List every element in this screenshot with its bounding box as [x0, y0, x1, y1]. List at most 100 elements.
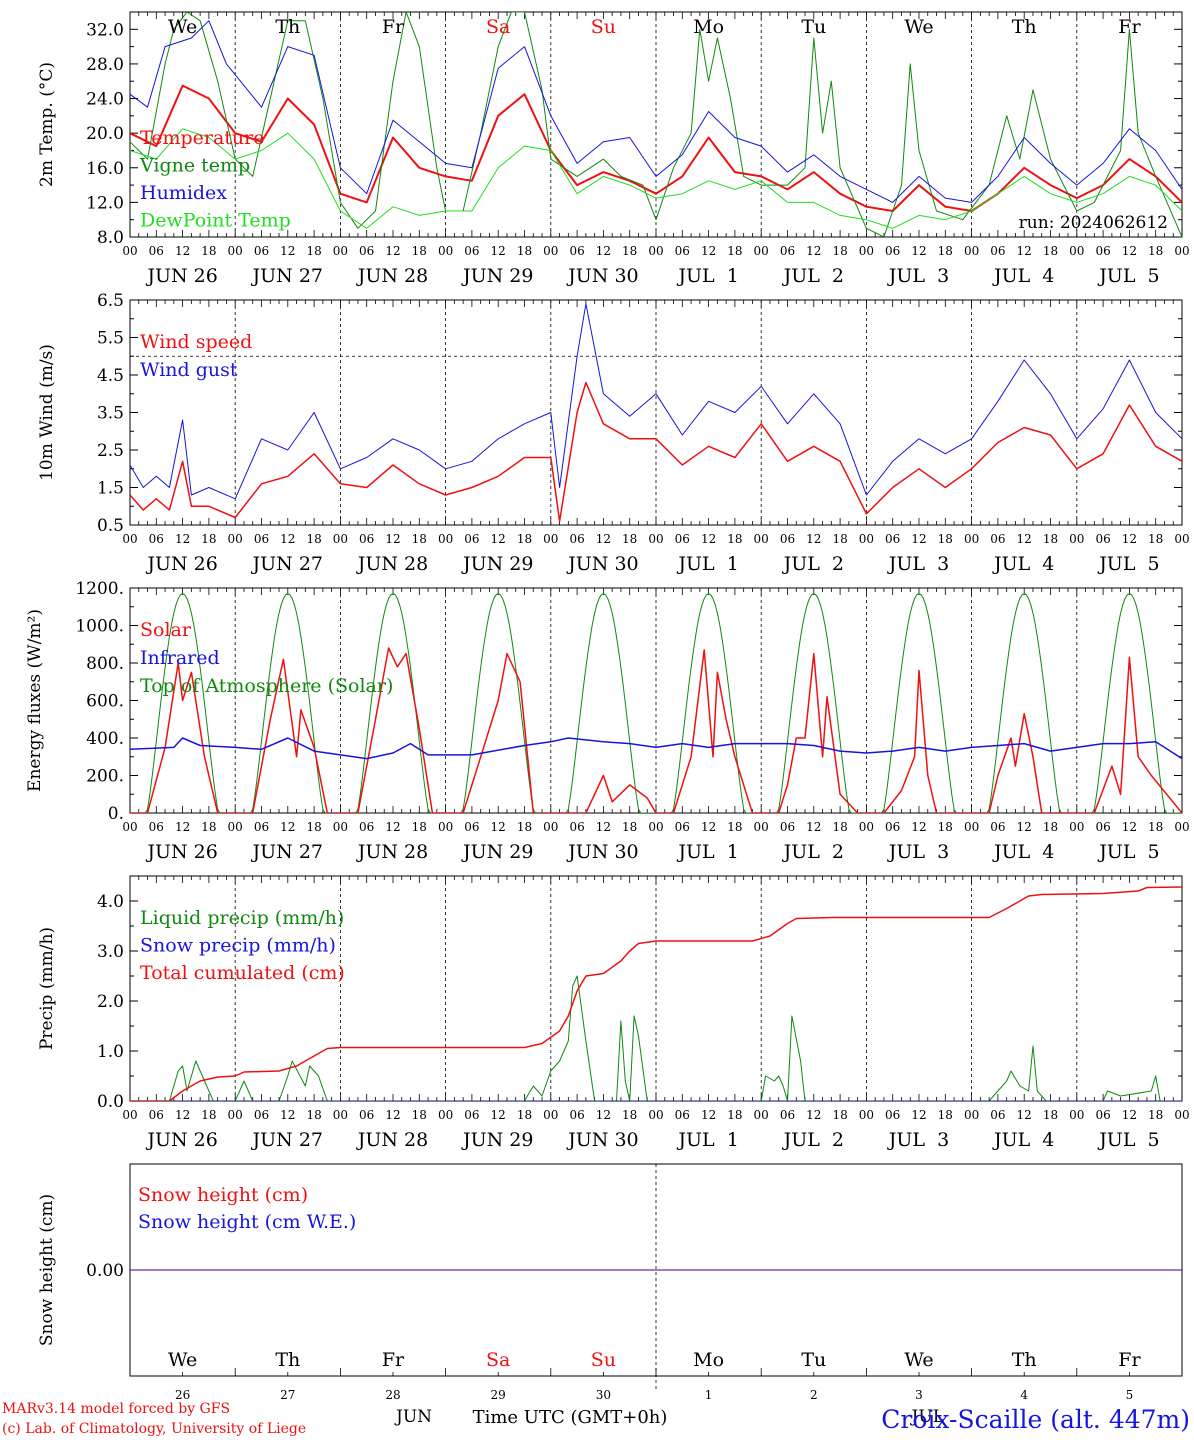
- day-name: Fr: [1118, 16, 1141, 38]
- series-line-wind-gust: [130, 303, 1182, 500]
- hour-tick-label: 12: [385, 1108, 400, 1122]
- hour-tick-label: 00: [438, 244, 453, 258]
- hour-tick-label: 12: [385, 820, 400, 834]
- y-tick-label: 600.: [86, 692, 124, 712]
- hour-tick-label: 06: [780, 1108, 795, 1122]
- day-name: Mo: [693, 1349, 724, 1371]
- legend-entry: Liquid precip (mm/h): [140, 907, 344, 929]
- hour-tick-label: 12: [596, 532, 611, 546]
- hour-tick-label: 06: [464, 532, 479, 546]
- legend-entry: Total cumulated (cm): [140, 962, 345, 984]
- y-tick-label: 8.0: [97, 228, 124, 248]
- date-label: JUN 30: [566, 841, 638, 863]
- date-label: JUL 2: [782, 841, 844, 863]
- hour-tick-label: 00: [648, 532, 663, 546]
- hour-tick-label: 00: [754, 1108, 769, 1122]
- hour-tick-label: 18: [1043, 820, 1058, 834]
- hour-tick-label: 18: [306, 820, 321, 834]
- hour-tick-label: 12: [175, 244, 190, 258]
- data-layer: [130, 593, 1182, 813]
- hour-tick-label: 18: [1043, 532, 1058, 546]
- date-label: JUL 3: [887, 1129, 949, 1151]
- y-tick-label: 28.0: [86, 55, 124, 75]
- data-layer: [130, 886, 1182, 1101]
- y-tick-label: 5.5: [97, 329, 124, 349]
- y-tick-label: 1.5: [97, 479, 124, 499]
- legend-entry: Solar: [140, 619, 192, 641]
- date-label: JUN 28: [356, 841, 428, 863]
- legend-entry: Humidex: [140, 182, 227, 204]
- y-axis-label: Energy fluxes (W/m²): [25, 609, 45, 792]
- hour-tick-label: 06: [780, 532, 795, 546]
- hour-tick-label: 06: [885, 244, 900, 258]
- day-number: 5: [1126, 1388, 1134, 1402]
- hour-tick-label: 12: [1122, 532, 1137, 546]
- series-line-humidex: [130, 20, 1182, 203]
- hour-tick-label: 00: [1069, 1108, 1084, 1122]
- hour-tick-label: 06: [885, 532, 900, 546]
- day-number: 29: [491, 1388, 506, 1402]
- model-credit: MARv3.14 model forced by GFS: [2, 1401, 230, 1417]
- date-label: JUL 4: [992, 1129, 1054, 1151]
- hour-tick-label: 06: [359, 532, 374, 546]
- hour-tick-label: 06: [675, 244, 690, 258]
- hour-tick-label: 06: [675, 532, 690, 546]
- y-tick-label: 20.0: [86, 124, 124, 144]
- y-tick-label: 32.0: [86, 20, 124, 40]
- date-label: JUN 26: [145, 265, 217, 287]
- legend-entry: Snow height (cm W.E.): [138, 1211, 356, 1233]
- hour-tick-label: 18: [622, 820, 637, 834]
- hour-tick-label: 12: [806, 1108, 821, 1122]
- y-axis-label: 10m Wind (m/s): [37, 344, 57, 481]
- hour-tick-label: 06: [990, 820, 1005, 834]
- hour-tick-label: 00: [1174, 1108, 1189, 1122]
- hour-tick-label: 06: [254, 1108, 269, 1122]
- day-name: We: [168, 16, 197, 38]
- lab-credit: (c) Lab. of Climatology, University of L…: [2, 1421, 306, 1437]
- hour-tick-label: 06: [885, 1108, 900, 1122]
- date-label: JUN 26: [145, 1129, 217, 1151]
- y-axis-label: 2m Temp. (°C): [37, 62, 57, 187]
- hour-tick-label: 18: [622, 532, 637, 546]
- run-label: run: 2024062612: [1019, 213, 1168, 233]
- hour-tick-label: 06: [149, 244, 164, 258]
- day-name: Fr: [382, 16, 405, 38]
- hour-tick-label: 18: [832, 1108, 847, 1122]
- hour-tick-label: 18: [1043, 244, 1058, 258]
- panel-4: 00 06 12 18 00 06 12 18 00 06 12 18 00 06 12 18 00 06 12 18…: [37, 875, 1190, 1151]
- hour-tick-label: 06: [780, 820, 795, 834]
- hour-tick-label: 00: [859, 244, 874, 258]
- y-tick-label: 3.5: [97, 404, 124, 424]
- y-tick-label: 1000.: [75, 617, 124, 637]
- legend-entry: DewPoint Temp: [140, 210, 291, 232]
- hour-tick-label: 12: [280, 532, 295, 546]
- hour-tick-label: 18: [517, 1108, 532, 1122]
- date-label: JUL 5: [1097, 553, 1159, 575]
- date-label: JUL 1: [676, 841, 738, 863]
- y-tick-label: 0.: [108, 804, 124, 824]
- hour-tick-label: 12: [596, 244, 611, 258]
- day-name: Th: [1012, 16, 1037, 38]
- hour-tick-label: 00: [754, 820, 769, 834]
- hour-tick-label: 00: [438, 532, 453, 546]
- day-name: We: [168, 1349, 197, 1371]
- y-tick-label: 16.0: [86, 159, 124, 179]
- hour-tick-label: 18: [412, 532, 427, 546]
- hour-tick-label: 18: [412, 1108, 427, 1122]
- y-tick-label: 2.5: [97, 441, 124, 461]
- hour-tick-label: 12: [491, 1108, 506, 1122]
- series-line-vigne-temp: [130, 12, 1182, 237]
- panel-3: 00 06 12 18 00 06 12 18 00 06 12 18 00 06 12 18 00 06 12 18…: [25, 579, 1190, 863]
- date-label: JUN 30: [566, 265, 638, 287]
- hour-tick-label: 12: [175, 1108, 190, 1122]
- hour-tick-label: 12: [1122, 1108, 1137, 1122]
- panel-1: 00 06 12 18 00 06 12 18 00 06 12 18 00 06 12 18 00 06 12 18…: [37, 11, 1190, 287]
- hour-tick-label: 06: [149, 820, 164, 834]
- hour-tick-label: 12: [596, 820, 611, 834]
- hour-tick-label: 18: [306, 244, 321, 258]
- hour-tick-label: 00: [648, 1108, 663, 1122]
- station-title: Croix-Scaille (alt. 447m): [881, 1405, 1190, 1434]
- hour-tick-label: 00: [1069, 532, 1084, 546]
- hour-tick-label: 00: [964, 532, 979, 546]
